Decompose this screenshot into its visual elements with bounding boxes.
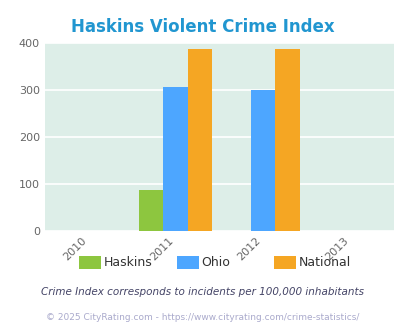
Bar	[139, 190, 163, 231]
Text: Haskins: Haskins	[103, 256, 152, 269]
Text: National: National	[298, 256, 350, 269]
Text: Crime Index corresponds to incidents per 100,000 inhabitants: Crime Index corresponds to incidents per…	[41, 287, 364, 297]
Bar	[275, 50, 299, 231]
Text: Ohio: Ohio	[200, 256, 229, 269]
Bar	[188, 50, 212, 231]
Text: Haskins Violent Crime Index: Haskins Violent Crime Index	[71, 18, 334, 36]
Bar	[163, 87, 188, 231]
Text: © 2025 CityRating.com - https://www.cityrating.com/crime-statistics/: © 2025 CityRating.com - https://www.city…	[46, 313, 359, 322]
Bar	[250, 90, 275, 231]
